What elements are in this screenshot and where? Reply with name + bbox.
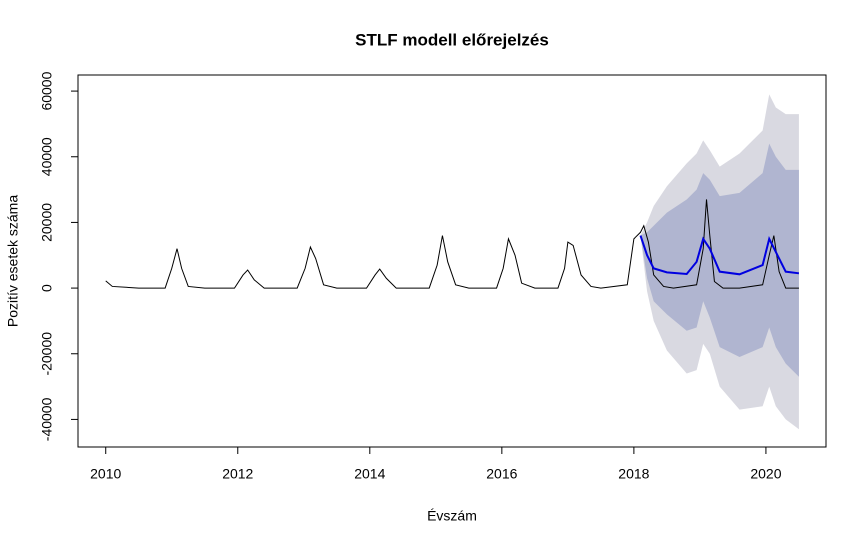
forecast-interval	[640, 143, 799, 377]
x-tick-label: 2018	[618, 466, 649, 482]
series-line	[105, 199, 799, 289]
y-tick-label: 20000	[39, 203, 55, 242]
y-tick-label: 0	[39, 284, 55, 292]
y-tick-label: -40000	[39, 397, 55, 441]
x-tick-label: 2010	[90, 466, 121, 482]
x-tick-label: 2014	[354, 466, 385, 482]
chart-title: STLF modell előrejelzés	[355, 30, 549, 49]
x-axis-label: Évszám	[427, 508, 477, 524]
y-axis-label: Pozitív esetek száma	[5, 195, 21, 327]
series-line	[639, 235, 800, 276]
x-tick-label: 2012	[222, 466, 253, 482]
y-tick-label: 60000	[39, 71, 55, 110]
y-tick-label: -20000	[39, 332, 55, 376]
y-tick-label: 40000	[39, 137, 55, 176]
plot-frame	[77, 74, 827, 448]
x-tick-label: 2016	[486, 466, 517, 482]
x-tick-label: 2020	[750, 466, 781, 482]
